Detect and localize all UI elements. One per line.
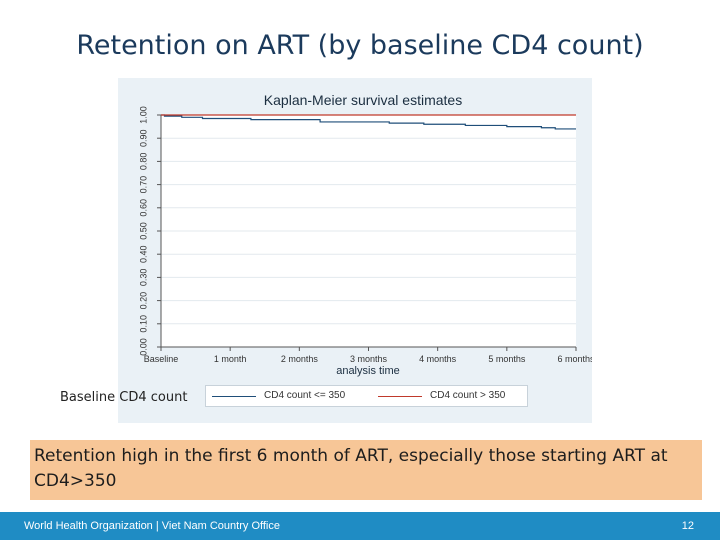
chart-title: Kaplan-Meier survival estimates	[264, 92, 462, 108]
legend-item-cd4-le-350: CD4 count <= 350	[264, 390, 346, 401]
x-tick-label: 3 months	[350, 354, 388, 364]
footer-organization: World Health Organization | Viet Nam Cou…	[24, 520, 280, 532]
series-lines	[161, 114, 576, 130]
x-tick-label: 4 months	[419, 354, 457, 364]
y-tick-label: 0.20	[138, 292, 148, 310]
y-tick-label: 0.60	[138, 199, 148, 217]
legend-item-cd4-gt-350: CD4 count > 350	[430, 390, 506, 401]
x-axis-ticks: Baseline 1 month 2 months 3 months 4 months 5…	[144, 346, 592, 364]
slide-title: Retention on ART (by baseline CD4 count)	[76, 30, 644, 61]
y-tick-label: 0.00	[138, 338, 148, 356]
x-tick-label: 5 months	[488, 354, 526, 364]
key-finding-callout: Retention high in the first 6 month of A…	[30, 440, 702, 500]
km-chart: Kaplan-Meier survival estimates analysis…	[118, 78, 592, 423]
y-tick-label: 0.90	[138, 129, 148, 147]
y-tick-label: 0.30	[138, 269, 148, 287]
legend-title: Baseline CD4 count	[60, 390, 188, 405]
y-axis-ticks: 0.00 0.10 0.20 0.30 0.40 0.50 0.60 0.70 0.80 0.90…	[138, 106, 162, 356]
x-tick-label: 1 month	[214, 354, 247, 364]
x-tick-label: 2 months	[281, 354, 319, 364]
y-tick-label: 0.70	[138, 176, 148, 194]
grid-lines	[161, 137, 576, 325]
y-tick-label: 0.10	[138, 315, 148, 333]
y-tick-label: 1.00	[138, 106, 148, 124]
x-tick-label: Baseline	[144, 354, 179, 364]
y-tick-label: 0.40	[138, 245, 148, 263]
x-axis-label: analysis time	[336, 365, 400, 377]
legend-swatch-cd4-le-350	[212, 396, 256, 397]
series-line-cd4-count-350	[161, 114, 576, 130]
y-tick-label: 0.50	[138, 222, 148, 240]
y-tick-label: 0.80	[138, 153, 148, 171]
x-tick-label: 6 months	[557, 354, 592, 364]
slide-number: 12	[681, 520, 694, 532]
legend-swatch-cd4-gt-350	[378, 396, 422, 397]
footer-bar: World Health Organization | Viet Nam Cou…	[0, 512, 720, 540]
chart-legend: CD4 count <= 350 CD4 count > 350	[205, 385, 528, 407]
km-chart-panel: Kaplan-Meier survival estimates analysis…	[118, 78, 592, 423]
